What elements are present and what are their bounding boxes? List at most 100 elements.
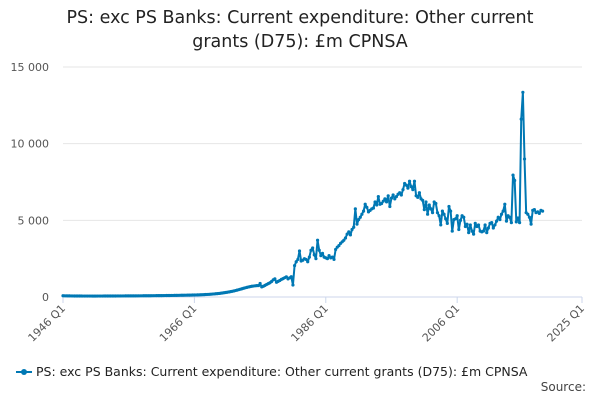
source-label: Source:: [540, 380, 586, 394]
data-point: [373, 200, 377, 204]
data-point: [453, 217, 458, 221]
series-line: [62, 91, 544, 298]
chart-title-line-1: PS: exc PS Banks: Current expenditure: O…: [66, 8, 534, 28]
data-point: [485, 231, 489, 235]
y-tick-label: 15 000: [11, 61, 50, 74]
data-point: [325, 257, 330, 261]
data-point: [320, 251, 325, 255]
data-point: [407, 179, 412, 183]
data-point: [347, 230, 351, 234]
data-point: [511, 173, 515, 177]
data-point: [473, 221, 477, 225]
data-point: [345, 232, 349, 236]
gridlines: [63, 66, 582, 221]
data-point: [416, 195, 420, 199]
data-point: [363, 202, 367, 206]
data-point: [449, 209, 453, 213]
data-point: [404, 183, 408, 187]
data-point: [258, 281, 262, 286]
data-point: [440, 209, 444, 213]
data-point: [398, 191, 402, 195]
data-point: [383, 197, 387, 201]
data-point: [360, 212, 364, 216]
x-tick-label: 1946 Q1: [26, 302, 69, 345]
data-point: [289, 275, 293, 279]
data-point: [504, 219, 509, 223]
data-point: [435, 211, 440, 215]
data-point: [429, 207, 433, 211]
data-point: [470, 229, 474, 233]
x-tick-label: 2006 Q1: [420, 302, 463, 345]
y-tick-label: 5 000: [18, 214, 50, 227]
data-point: [494, 219, 499, 223]
data-point: [445, 221, 449, 225]
data-point: [513, 178, 517, 183]
data-point: [296, 257, 300, 262]
data-point: [352, 225, 356, 229]
data-point: [355, 222, 359, 226]
data-point: [472, 232, 476, 236]
data-point: [417, 191, 421, 195]
data-point: [291, 283, 295, 287]
data-point: [292, 263, 297, 268]
data-point: [444, 217, 448, 221]
data-point: [529, 222, 533, 226]
data-point: [330, 255, 334, 259]
data-point: [455, 214, 459, 218]
data-point: [342, 238, 346, 242]
data-point: [516, 216, 520, 220]
data-point: [483, 223, 487, 227]
data-point: [312, 253, 316, 257]
data-point: [465, 222, 469, 226]
y-tick-label: 0: [42, 291, 49, 304]
series-layer: [62, 91, 544, 298]
data-point: [388, 204, 392, 209]
data-point: [427, 203, 431, 207]
data-point: [468, 223, 472, 227]
data-point: [294, 260, 298, 264]
x-tick-label: 1966 Q1: [157, 302, 200, 345]
data-point: [508, 215, 512, 219]
data-point: [337, 244, 341, 248]
data-point: [498, 217, 502, 222]
x-tick-label: 1986 Q1: [288, 302, 331, 345]
data-point: [450, 229, 454, 233]
data-point: [496, 215, 500, 219]
data-point: [439, 223, 443, 227]
data-point: [532, 208, 536, 212]
chart-legend[interactable]: PS: exc PS Banks: Current expenditure: O…: [16, 364, 527, 379]
data-points: [61, 90, 545, 298]
x-tick-label: 2025 Q1: [545, 302, 588, 345]
data-point: [522, 157, 527, 161]
data-point: [381, 199, 385, 203]
data-point: [527, 215, 532, 219]
data-point: [467, 231, 471, 235]
data-point: [375, 203, 379, 207]
legend-label: PS: exc PS Banks: Current expenditure: O…: [36, 364, 528, 379]
data-point: [457, 227, 461, 232]
data-point: [343, 236, 348, 240]
axes: [62, 296, 583, 303]
data-point: [537, 211, 541, 216]
data-point: [365, 205, 369, 209]
data-point: [476, 223, 481, 227]
data-point: [519, 117, 523, 121]
data-point: [424, 200, 428, 204]
data-point: [297, 249, 302, 253]
data-point: [526, 212, 530, 216]
data-point: [306, 260, 310, 264]
data-point: [437, 214, 441, 218]
data-point: [361, 209, 366, 213]
data-point: [422, 208, 426, 212]
data-point: [353, 207, 357, 211]
data-point: [350, 227, 354, 232]
data-point: [358, 215, 362, 219]
data-point: [462, 215, 466, 219]
data-point: [314, 257, 318, 261]
data-point: [514, 220, 518, 224]
line-marker-icon: [16, 366, 32, 378]
data-point: [389, 196, 394, 200]
data-point: [411, 188, 415, 192]
data-point: [486, 226, 490, 230]
